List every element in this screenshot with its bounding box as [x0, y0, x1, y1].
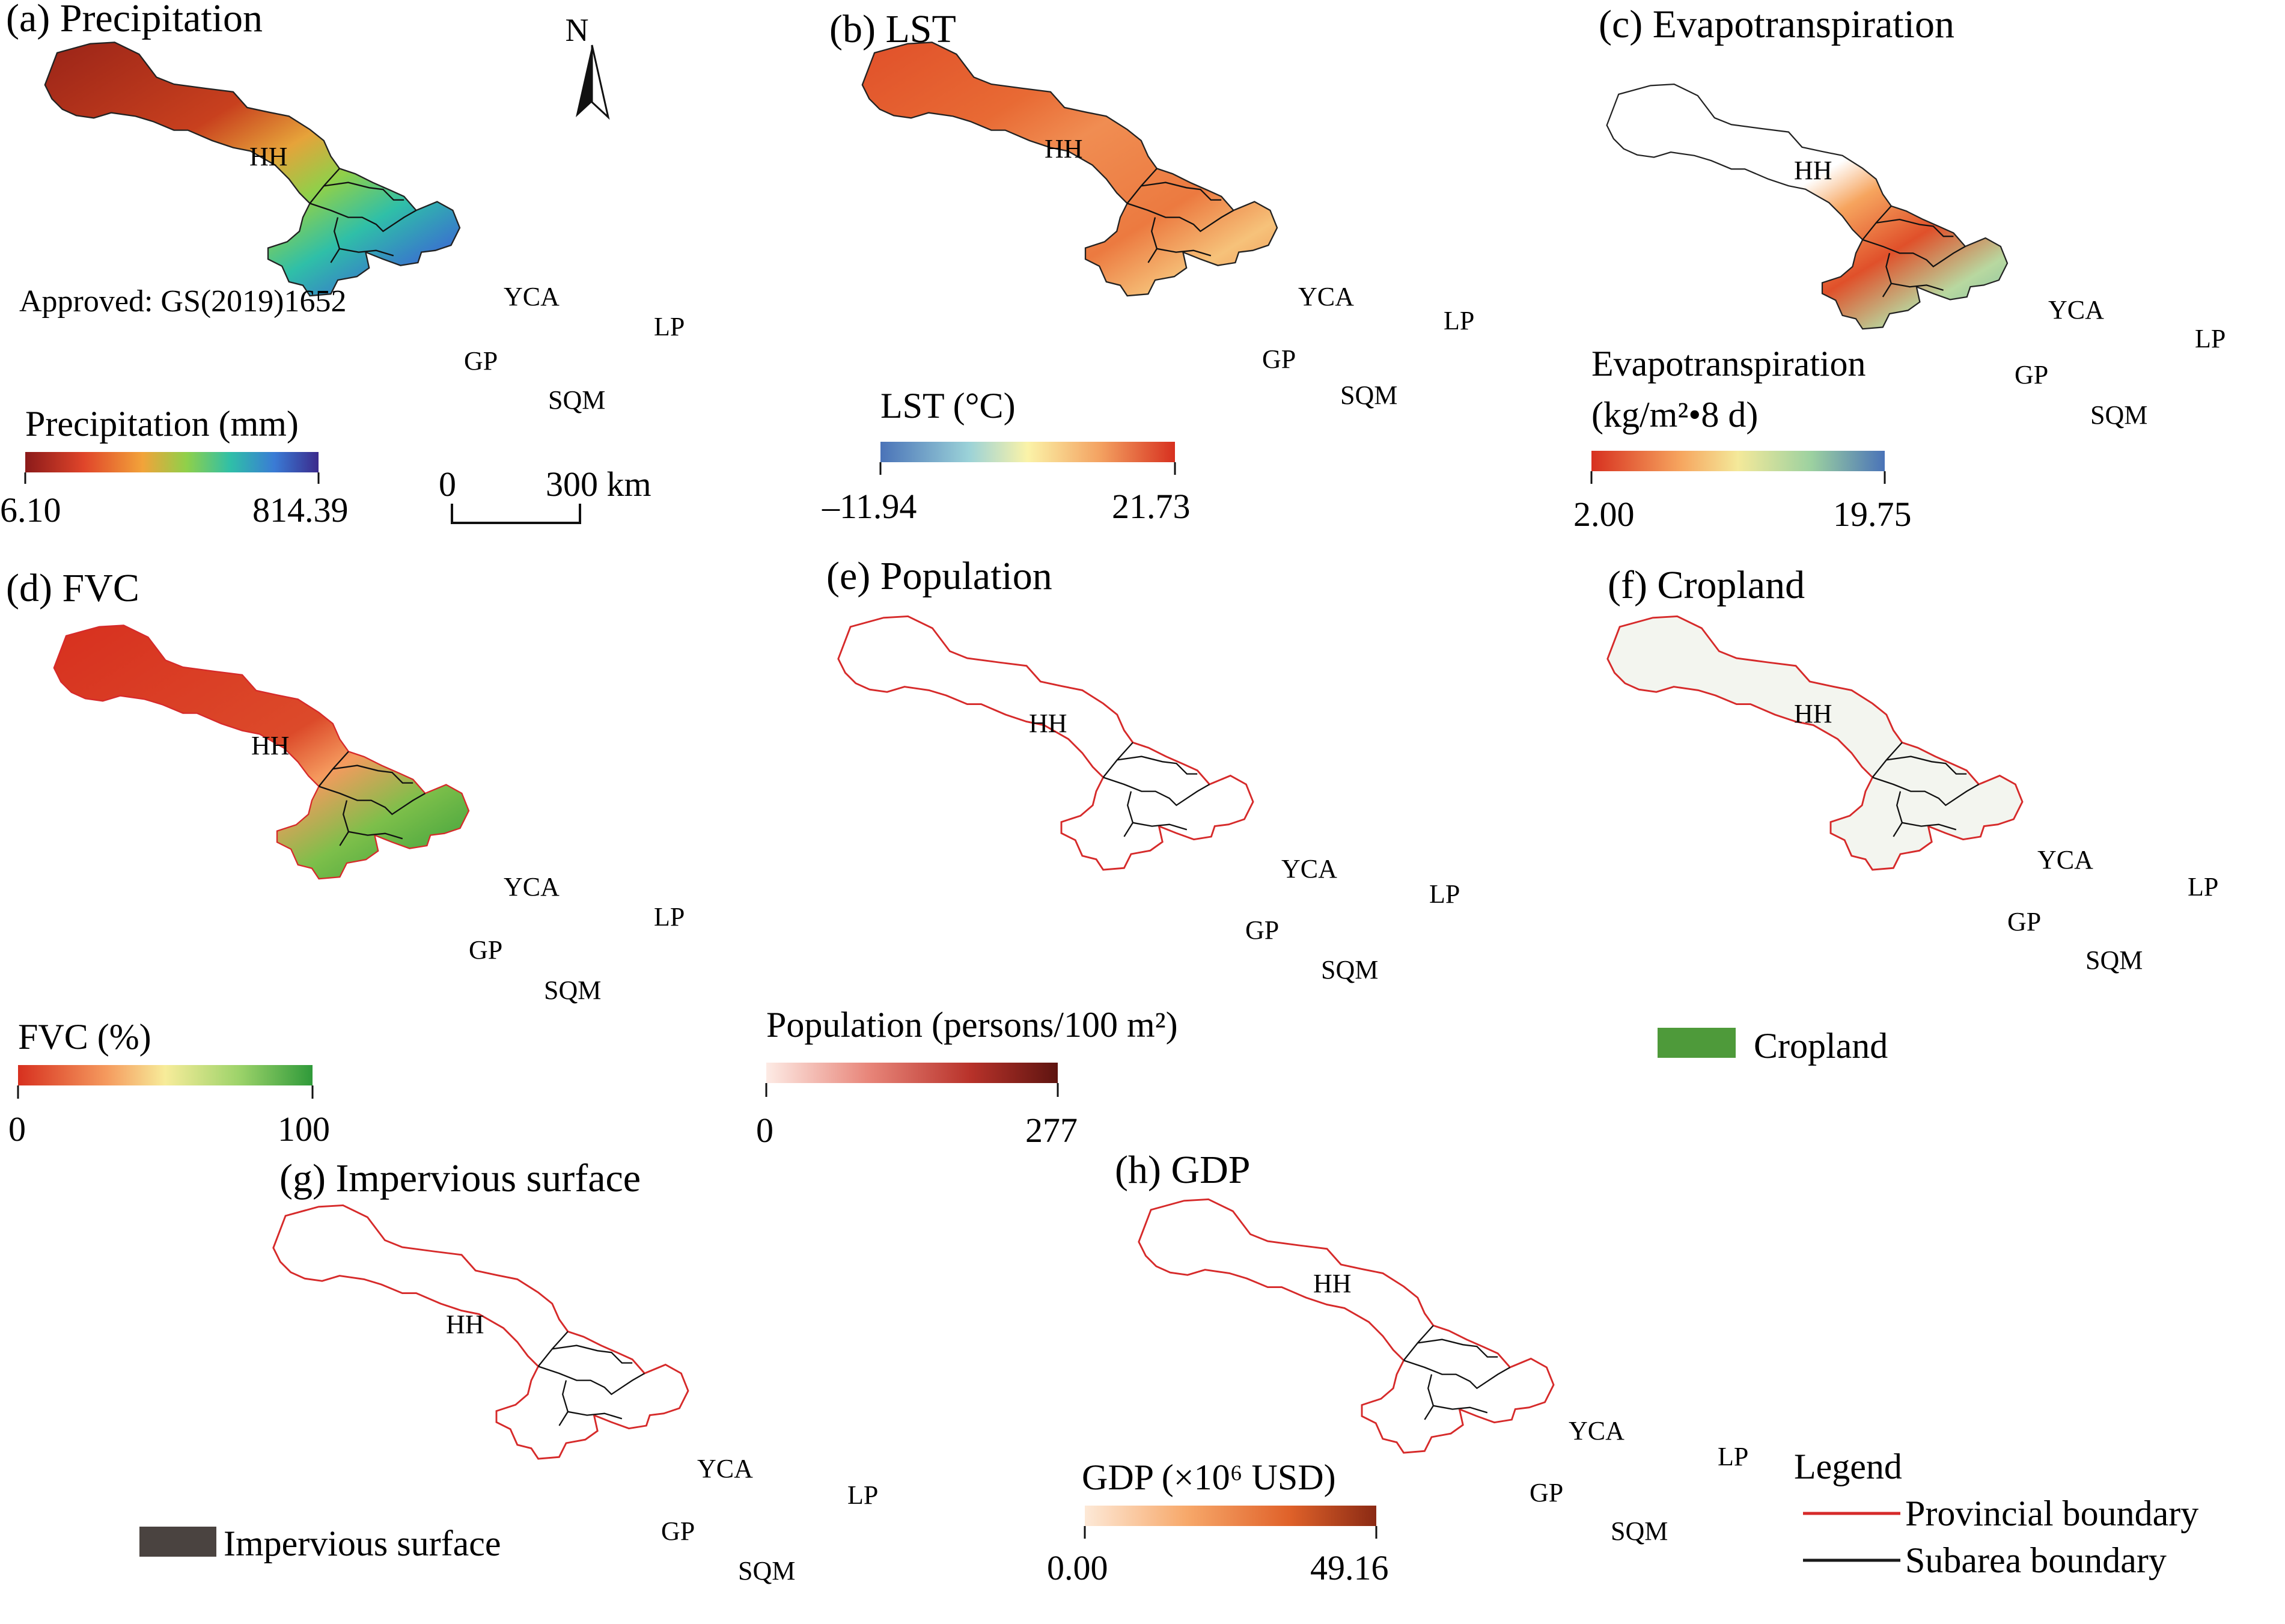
region-label: YCA	[2048, 295, 2104, 325]
panel-g: (g) Impervious surface HH YCA LP GP SQM …	[139, 1156, 878, 1586]
colorbar-d	[18, 1065, 313, 1085]
region-label: GP	[661, 1516, 695, 1546]
region-label: YCA	[1298, 282, 1354, 311]
panel-a: (a) Precipitation HH YCA LP GP SQM N App…	[0, 0, 685, 530]
panel-c: (c) Evapotranspiration HH YCA LP GP SQM …	[1573, 2, 2226, 534]
tick-a-max: 814.39	[252, 490, 349, 530]
tick-h-max: 49.16	[1310, 1548, 1389, 1587]
north-arrow-icon: N	[566, 12, 610, 120]
boundary-legend: Legend Provincial boundary Subarea bound…	[1794, 1447, 2198, 1580]
tick-h-min: 0.00	[1047, 1548, 1108, 1587]
panel-b: (b) LST HH YCA LP GP SQM LST (°C) –11.94…	[822, 7, 1474, 526]
region-label: GP	[2007, 907, 2041, 936]
legend-h-title: GDP (×10⁶ USD)	[1082, 1458, 1336, 1497]
region-label: SQM	[1321, 955, 1378, 984]
tick-e-max: 277	[1025, 1111, 1078, 1150]
panel-d-title: (d) FVC	[6, 566, 139, 610]
region-label: GP	[464, 346, 498, 376]
region-label: SQM	[548, 385, 605, 415]
panel-c-title: (c) Evapotranspiration	[1599, 2, 1954, 46]
region-label: GP	[469, 935, 502, 965]
svg-text:0: 0	[439, 465, 456, 504]
scale-bar: 0 300 km	[439, 465, 651, 524]
region-label: SQM	[2090, 400, 2147, 430]
region-label: SQM	[738, 1556, 795, 1586]
region-label: YCA	[1569, 1416, 1625, 1445]
legend-d-title: FVC (%)	[18, 1017, 151, 1057]
region-label: SQM	[544, 975, 601, 1005]
region-label: LP	[654, 902, 685, 932]
region-label: LP	[847, 1480, 878, 1510]
subarea-boundary-label: Subarea boundary	[1905, 1540, 2167, 1580]
region-label: HH	[1313, 1269, 1352, 1298]
region-label: SQM	[2085, 945, 2143, 975]
panel-f-title: (f) Cropland	[1608, 563, 1805, 607]
colorbar-e	[766, 1063, 1058, 1083]
legend-f-swatch	[1658, 1028, 1736, 1058]
legend-a-title: Precipitation (mm)	[25, 404, 299, 444]
legend-c-title-line1: Evapotranspiration	[1591, 344, 1866, 383]
region-label: HH	[1794, 699, 1832, 728]
region-label: LP	[1429, 879, 1460, 909]
legend-g-label: Impervious surface	[224, 1524, 501, 1563]
region-label: HH	[1029, 709, 1067, 738]
region-label: YCA	[504, 872, 560, 902]
tick-d-min: 0	[8, 1110, 26, 1149]
panel-a-title: (a) Precipitation	[6, 0, 263, 40]
colorbar-a	[25, 452, 319, 472]
legend-e-title: Population (persons/100 m²)	[766, 1005, 1178, 1045]
region-label: GP	[2015, 360, 2048, 389]
region-label: LP	[2195, 324, 2226, 353]
legend-heading: Legend	[1794, 1447, 1902, 1486]
colorbar-b	[880, 442, 1175, 462]
panel-e-title: (e) Population	[826, 554, 1052, 598]
region-label: HH	[446, 1310, 484, 1339]
region-label: LP	[1718, 1442, 1748, 1471]
region-label: LP	[654, 312, 685, 341]
region-label: YCA	[2037, 845, 2093, 875]
legend-g-swatch	[139, 1527, 216, 1557]
colorbar-c	[1591, 451, 1885, 471]
panel-g-title: (g) Impervious surface	[279, 1156, 641, 1200]
region-label: YCA	[1281, 854, 1337, 884]
region-label: SQM	[1340, 380, 1397, 410]
region-label: HH	[249, 142, 288, 171]
region-label: GP	[1530, 1478, 1563, 1507]
legend-f-label: Cropland	[1754, 1026, 1888, 1066]
colorbar-h	[1085, 1506, 1376, 1526]
region-label: LP	[1444, 306, 1474, 335]
svg-text:N: N	[566, 12, 589, 48]
legend-b-title: LST (°C)	[880, 386, 1016, 426]
approval-note: Approved: GS(2019)1652	[19, 284, 347, 319]
region-label: YCA	[697, 1454, 753, 1483]
region-label: LP	[2188, 872, 2218, 902]
tick-b-min: –11.94	[822, 487, 917, 526]
region-label: HH	[251, 731, 290, 760]
provincial-boundary-label: Provincial boundary	[1905, 1494, 2198, 1533]
tick-d-max: 100	[278, 1110, 330, 1149]
region-label: GP	[1245, 915, 1279, 945]
tick-b-max: 21.73	[1112, 487, 1191, 526]
region-label: SQM	[1611, 1516, 1668, 1546]
region-label: HH	[1794, 156, 1832, 185]
region-label: GP	[1262, 344, 1296, 374]
panel-e: (e) Population HH YCA LP GP SQM Populati…	[756, 554, 1460, 1150]
region-label: HH	[1045, 134, 1083, 163]
tick-a-min: 6.10	[0, 490, 61, 530]
tick-e-min: 0	[756, 1111, 773, 1150]
region-label: YCA	[504, 282, 560, 311]
tick-c-min: 2.00	[1573, 495, 1635, 534]
panel-f: (f) Cropland HH YCA LP GP SQM Cropland	[1606, 563, 2218, 1066]
panel-h-title: (h) GDP	[1115, 1148, 1251, 1192]
panel-h: (h) GDP HH YCA LP GP SQM GDP (×10⁶ USD) …	[1047, 1148, 1748, 1587]
panel-d: (d) FVC HH YCA LP GP SQM FVC (%) 0 100	[6, 566, 685, 1149]
svg-text:300 km: 300 km	[546, 465, 651, 504]
legend-c-title-line2: (kg/m²•8 d)	[1591, 395, 1758, 435]
tick-c-max: 19.75	[1833, 495, 1912, 534]
